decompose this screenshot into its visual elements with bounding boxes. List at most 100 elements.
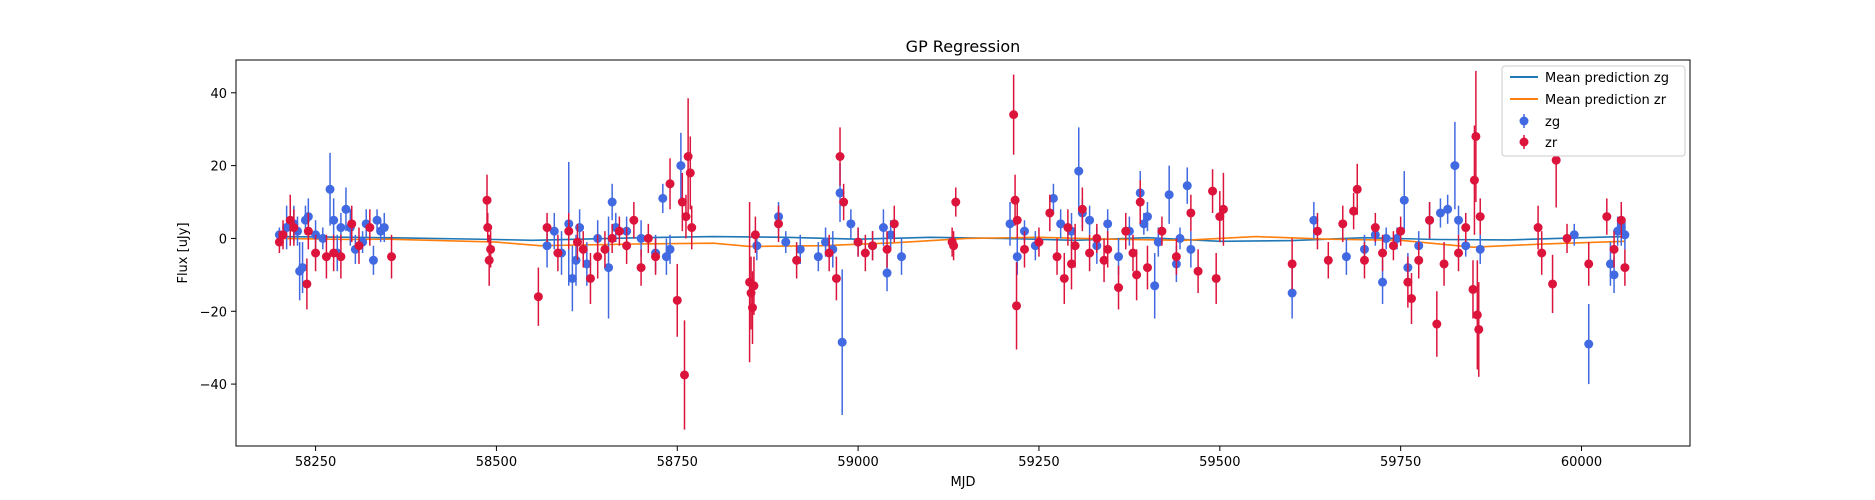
data-point-zr	[687, 223, 697, 233]
data-point-zg	[379, 223, 389, 233]
data-point-zg	[752, 241, 762, 251]
data-point-zg	[571, 255, 581, 265]
data-point-zr	[1396, 226, 1406, 236]
data-point-zr	[1352, 184, 1362, 194]
data-point-zr	[1114, 283, 1124, 293]
y-axis-ticks: −40 −20 0 20 40	[200, 87, 236, 393]
data-point-zr	[949, 241, 959, 251]
data-point-zr	[347, 219, 357, 229]
data-point-zr	[1359, 255, 1369, 265]
data-point-zr	[1616, 215, 1626, 225]
data-point-zg	[1005, 219, 1015, 229]
plot-frame	[235, 59, 1691, 447]
data-point-zr	[1135, 197, 1145, 207]
data-point-zg	[1186, 244, 1196, 254]
data-point-zg	[1056, 219, 1066, 229]
data-point-zr	[683, 152, 693, 161]
data-point-zr	[1121, 226, 1131, 236]
data-point-zr	[1406, 294, 1416, 304]
data-point-zr	[889, 219, 899, 229]
data-point-zg	[1609, 270, 1619, 280]
data-point-zg	[1461, 241, 1471, 251]
data-point-zr	[1378, 248, 1388, 258]
data-point-zr	[747, 303, 757, 313]
data-point-zg	[1074, 166, 1084, 176]
y-tick-label: 40	[210, 87, 227, 102]
data-point-zg	[1454, 215, 1464, 225]
x-tick-label: 58500	[476, 455, 517, 470]
data-point-zr	[1010, 195, 1020, 205]
data-point-zr	[274, 237, 284, 247]
data-point-zr	[1620, 263, 1630, 273]
data-point-zr	[1128, 248, 1138, 258]
data-point-zg	[549, 226, 559, 236]
data-point-zg	[837, 337, 847, 347]
x-axis-ticks: 58250 58500 58750 59000 59250 59500 59750 60000	[295, 446, 1602, 470]
data-point-zg	[661, 252, 671, 262]
data-point-zr	[1602, 212, 1612, 222]
legend-label-zr: zr	[1545, 136, 1558, 151]
data-point-zr	[1370, 223, 1380, 233]
data-point-zr	[1099, 255, 1109, 265]
data-point-zr	[831, 273, 841, 283]
data-point-zr	[365, 223, 375, 233]
data-point-zg	[604, 263, 614, 273]
data-point-zg	[1620, 230, 1630, 240]
data-point-zr	[1388, 241, 1398, 251]
data-point-zr	[1287, 259, 1297, 269]
data-point-zr	[1103, 244, 1113, 254]
data-point-zr	[1323, 255, 1333, 265]
data-point-zg	[336, 223, 346, 233]
legend-marker-zg	[1519, 116, 1529, 126]
data-point-zr	[643, 233, 653, 243]
data-point-zr	[1349, 206, 1359, 216]
data-point-zg	[781, 237, 791, 247]
x-tick-label: 59250	[1018, 455, 1059, 470]
data-point-zg	[1175, 233, 1185, 243]
data-point-zr	[572, 237, 582, 247]
data-point-zr	[1070, 241, 1080, 251]
legend: Mean prediction zg Mean prediction zr zg…	[1501, 65, 1686, 157]
legend-label-zg: zg	[1545, 115, 1560, 130]
data-point-zr	[1533, 223, 1543, 233]
data-point-zg	[1399, 195, 1409, 205]
data-point-zg	[795, 244, 805, 254]
data-point-zg	[1435, 208, 1445, 218]
x-tick-label: 60000	[1561, 455, 1602, 470]
data-point-zr	[839, 197, 849, 207]
data-point-zr	[1414, 255, 1424, 265]
data-point-zg	[1381, 233, 1391, 243]
data-point-zr	[1019, 244, 1029, 254]
data-point-zr	[1186, 208, 1196, 218]
data-point-zr	[1142, 263, 1152, 273]
y-tick-label: 20	[210, 160, 227, 175]
data-point-zg	[1150, 281, 1160, 291]
y-tick-label: 0	[219, 232, 227, 247]
x-tick-label: 59000	[837, 455, 878, 470]
data-point-zr	[1009, 110, 1019, 120]
data-point-zg	[1450, 161, 1460, 171]
data-point-zg	[368, 255, 378, 265]
data-point-zr	[321, 252, 331, 262]
data-point-zg	[886, 230, 896, 240]
data-point-zg	[1103, 219, 1113, 229]
data-point-zg	[1309, 215, 1319, 225]
data-point-zg	[1569, 230, 1579, 240]
data-point-zr	[1454, 248, 1464, 258]
data-point-zr	[860, 248, 870, 258]
data-point-zr	[1215, 212, 1225, 222]
data-point-zr	[824, 248, 834, 258]
data-point-zg	[567, 273, 577, 283]
data-point-zr	[1474, 324, 1484, 334]
data-point-zr	[951, 197, 961, 207]
data-point-zr	[868, 241, 878, 251]
data-point-zg	[1378, 277, 1388, 287]
data-point-zr	[278, 230, 288, 240]
data-point-zr	[1338, 219, 1348, 229]
data-point-zr	[311, 248, 321, 258]
data-point-zr	[289, 223, 299, 233]
data-point-zr	[1208, 186, 1218, 196]
data-point-zr	[593, 252, 603, 262]
data-point-zr	[1045, 208, 1055, 218]
data-point-zr	[1193, 266, 1203, 276]
